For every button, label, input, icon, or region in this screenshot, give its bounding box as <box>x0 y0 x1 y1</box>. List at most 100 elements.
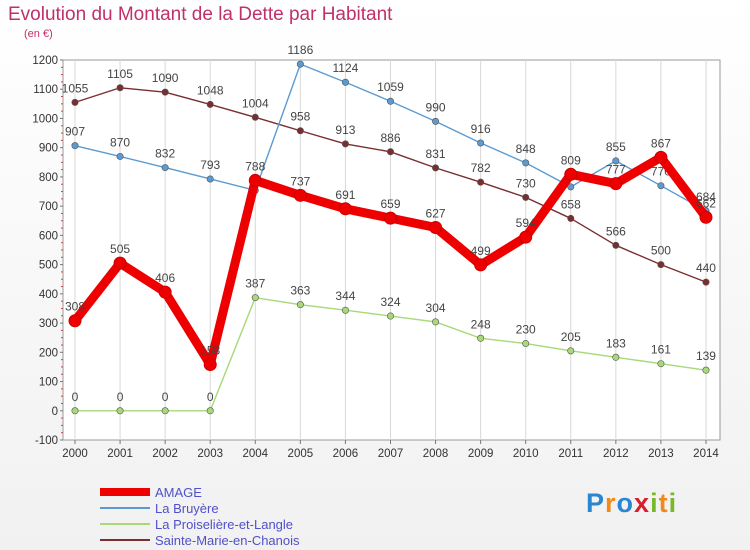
data-label: 658 <box>561 197 581 211</box>
data-label: 990 <box>426 100 446 114</box>
data-label: 324 <box>380 295 400 309</box>
unit-label: (en €) <box>24 28 53 40</box>
data-point <box>116 407 124 415</box>
data-point <box>432 164 440 172</box>
data-label: 440 <box>696 261 716 275</box>
data-label: 499 <box>471 244 491 258</box>
legend-item: Sainte-Marie-en-Chanois <box>100 532 300 548</box>
data-label: 855 <box>606 140 626 154</box>
data-label: 684 <box>696 190 716 204</box>
data-point <box>564 167 578 181</box>
y-tick-label: 500 <box>39 260 58 272</box>
data-point <box>477 178 485 186</box>
y-tick-label: 600 <box>39 230 58 242</box>
data-point <box>68 314 82 328</box>
data-point <box>251 113 259 121</box>
data-point <box>654 150 668 164</box>
data-point <box>296 301 304 309</box>
data-point <box>702 278 710 286</box>
x-tick-label: 2006 <box>333 448 359 460</box>
data-point <box>567 183 575 191</box>
data-label: 500 <box>651 244 671 258</box>
data-point <box>161 88 169 96</box>
legend-label: AMAGE <box>155 484 202 500</box>
data-point <box>116 152 124 160</box>
data-label: 788 <box>245 159 265 173</box>
data-point <box>657 261 665 269</box>
data-point <box>71 98 79 106</box>
data-point <box>609 177 623 191</box>
data-label: 363 <box>290 284 310 298</box>
data-point <box>477 334 485 342</box>
data-point <box>293 188 307 202</box>
data-point <box>386 312 394 320</box>
data-point <box>161 407 169 415</box>
data-label: 1048 <box>197 83 224 97</box>
data-point <box>432 318 440 326</box>
data-label: 0 <box>162 390 169 404</box>
proxiti-logo: Proxiti <box>586 488 677 519</box>
y-tick-label: -100 <box>35 435 58 447</box>
data-label: 831 <box>426 147 446 161</box>
x-tick-label: 2014 <box>693 448 719 460</box>
data-label: 809 <box>561 153 581 167</box>
logo-letter: t <box>658 488 669 518</box>
data-label: 832 <box>155 147 175 161</box>
data-point <box>113 256 127 270</box>
x-tick-label: 2000 <box>62 448 88 460</box>
data-label: 594 <box>516 216 536 230</box>
legend-swatch <box>100 539 150 541</box>
data-point <box>657 182 665 190</box>
data-point <box>657 360 665 368</box>
legend-swatch <box>100 507 150 509</box>
data-point <box>341 78 349 86</box>
data-label: 1004 <box>242 96 269 110</box>
data-label: 793 <box>200 158 220 172</box>
data-point <box>206 407 214 415</box>
data-label: 1059 <box>377 80 404 94</box>
data-point <box>71 142 79 150</box>
legend-label: La Proiselière-et-Langle <box>155 516 294 532</box>
y-tick-label: 900 <box>39 143 58 155</box>
plot-area <box>62 59 721 441</box>
data-point <box>567 214 575 222</box>
data-point <box>612 157 620 165</box>
legend-swatch <box>100 488 150 496</box>
data-label: 730 <box>516 176 536 190</box>
data-label: 867 <box>651 136 671 150</box>
data-label: 627 <box>426 206 446 220</box>
y-tick-label: 1000 <box>32 113 58 125</box>
x-tick-label: 2005 <box>288 448 314 460</box>
data-point <box>158 285 172 299</box>
data-point <box>383 211 397 225</box>
data-label: 248 <box>471 317 491 331</box>
data-point <box>386 97 394 105</box>
data-point <box>296 127 304 135</box>
chart-legend: AMAGE La Bruyère La Proiselière-et-Langle S… <box>100 484 300 548</box>
data-label: 566 <box>606 224 626 238</box>
y-tick-label: 700 <box>39 201 58 213</box>
data-label: 344 <box>335 289 355 303</box>
data-label: 1055 <box>62 81 89 95</box>
logo-letter: r <box>605 488 617 518</box>
data-label: 158 <box>200 344 220 358</box>
data-label: 1186 <box>287 43 313 57</box>
data-label: 406 <box>155 271 175 285</box>
data-label: 777 <box>606 163 626 177</box>
data-point <box>699 210 713 224</box>
data-label: 848 <box>516 142 536 156</box>
data-label: 205 <box>561 330 581 344</box>
data-label: 886 <box>380 131 400 145</box>
data-label: 1124 <box>333 61 359 75</box>
x-tick-label: 2004 <box>242 448 268 460</box>
data-point <box>432 117 440 125</box>
y-tick-label: 100 <box>39 377 58 389</box>
x-tick-label: 2009 <box>468 448 494 460</box>
data-label: 0 <box>72 390 79 404</box>
data-point <box>612 241 620 249</box>
data-point <box>477 139 485 147</box>
data-point <box>251 294 259 302</box>
legend-label: Sainte-Marie-en-Chanois <box>155 532 300 548</box>
data-point <box>429 220 443 234</box>
data-label: 958 <box>290 110 310 124</box>
